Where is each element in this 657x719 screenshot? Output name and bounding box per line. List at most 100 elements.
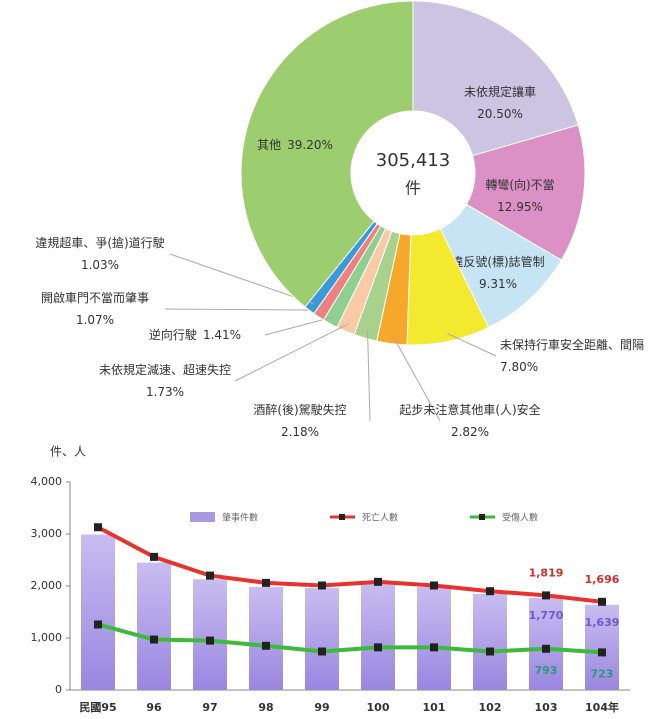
slice-value: 1.03%	[81, 258, 119, 272]
data-label: 1,696	[585, 573, 620, 586]
leader-line	[164, 308, 324, 311]
data-label: 723	[591, 667, 614, 680]
slice-name: 未依規定讓車	[464, 84, 536, 99]
marker	[430, 581, 438, 590]
marker	[486, 647, 494, 656]
bar	[585, 604, 619, 690]
marker	[542, 644, 550, 653]
slice-name: 逆向行駛	[149, 327, 197, 342]
data-label: 793	[535, 664, 558, 677]
donut-hole	[351, 111, 475, 235]
data-label: 1,819	[529, 566, 564, 579]
center-unit: 件	[405, 179, 421, 198]
slice-label: 未依規定減速、超速失控 1.73%	[99, 362, 231, 399]
slice-name: 違規超車、爭(搶)道行駛	[35, 235, 164, 250]
x-tick-label: 民國95	[79, 701, 116, 714]
slice-value: 2.82%	[451, 425, 489, 439]
bar	[249, 587, 283, 690]
x-tick-label: 101	[423, 701, 446, 714]
slice-name: 起步未注意其他車(人)安全	[399, 402, 540, 417]
legend-swatch	[190, 512, 215, 522]
marker	[262, 641, 270, 650]
slice-label: 開啟車門不當而肇事 1.07%	[41, 290, 149, 327]
marker	[318, 581, 326, 590]
marker	[374, 643, 382, 652]
x-tick-label: 99	[314, 701, 329, 714]
y-tick-label: 4,000	[31, 475, 63, 488]
x-tick-label: 102	[479, 701, 502, 714]
slice-value: 1.41%	[203, 328, 241, 342]
marker	[206, 571, 214, 580]
y-tick-label: 3,000	[31, 527, 63, 540]
legend-swatch	[479, 514, 485, 520]
bar	[305, 588, 339, 690]
marker	[318, 647, 326, 656]
legend-label: 死亡人數	[362, 512, 398, 524]
marker	[542, 591, 550, 600]
slice-value: 39.20%	[287, 138, 333, 152]
leader-line	[169, 253, 315, 305]
slice-label: 逆向行駛 1.41%	[149, 327, 241, 342]
marker	[598, 597, 606, 606]
slice-label: 其他 39.20%	[257, 138, 333, 152]
marker	[94, 523, 102, 532]
center-value: 305,413	[376, 150, 450, 171]
bar	[417, 587, 451, 690]
x-tick-label: 98	[258, 701, 273, 714]
slice-label: 未依規定讓車 20.50%	[464, 84, 536, 121]
marker	[598, 648, 606, 657]
y-tick-label: 0	[55, 683, 62, 696]
marker	[262, 578, 270, 587]
slice-label: 未保持行車安全距離、間隔 7.80%	[500, 337, 644, 374]
slice-value: 1.73%	[146, 385, 184, 399]
leader-line	[234, 323, 349, 382]
leader-line	[367, 330, 371, 422]
leader-line	[392, 335, 441, 422]
y-axis-label: 件、人	[50, 445, 86, 459]
slice-name: 其他	[257, 138, 281, 152]
slice-name: 酒醉(後)駕駛失控	[253, 402, 346, 417]
slice-value: 9.31%	[479, 277, 517, 291]
marker	[150, 635, 158, 644]
slice-name: 違反號(標)誌管制	[451, 254, 544, 269]
bar	[137, 562, 171, 690]
data-label: 1,770	[529, 609, 564, 622]
slice-label: 轉彎(向)不當 12.95%	[485, 177, 554, 214]
x-tick-label: 96	[146, 701, 162, 714]
x-tick-label: 100	[367, 701, 390, 714]
slice-value: 20.50%	[477, 107, 523, 121]
line	[97, 525, 603, 604]
marker	[94, 620, 102, 629]
bar	[193, 579, 227, 690]
slice-value: 7.80%	[500, 360, 538, 374]
slice-label: 違規超車、爭(搶)道行駛 1.03%	[35, 235, 164, 272]
slice-value: 2.18%	[281, 425, 319, 439]
x-tick-label: 104年	[585, 700, 619, 714]
slice-value: 1.07%	[76, 313, 114, 327]
bar	[361, 582, 395, 690]
leader-line	[446, 332, 497, 357]
x-tick-label: 97	[202, 701, 217, 714]
line	[97, 622, 603, 655]
slice-name: 轉彎(向)不當	[485, 177, 554, 192]
slice-value: 12.95%	[497, 200, 543, 214]
data-label: 1,639	[585, 616, 620, 629]
legend-label: 受傷人數	[502, 512, 538, 524]
legend-label: 肇事件數	[222, 512, 258, 524]
marker	[486, 587, 494, 596]
y-tick-label: 1,000	[31, 631, 63, 644]
bar	[473, 593, 507, 690]
legend-swatch	[339, 514, 345, 520]
slice-label: 起步未注意其他車(人)安全 2.82%	[399, 402, 540, 439]
slice-label: 酒醉(後)駕駛失控 2.18%	[253, 402, 346, 439]
slice-name: 開啟車門不當而肇事	[41, 290, 149, 305]
y-tick-label: 2,000	[31, 579, 63, 592]
slice-name: 未依規定減速、超速失控	[99, 362, 231, 377]
marker	[206, 636, 214, 645]
x-tick-label: 103	[535, 701, 558, 714]
bar	[529, 597, 563, 690]
marker	[430, 643, 438, 652]
marker	[150, 552, 158, 561]
marker	[374, 577, 382, 586]
